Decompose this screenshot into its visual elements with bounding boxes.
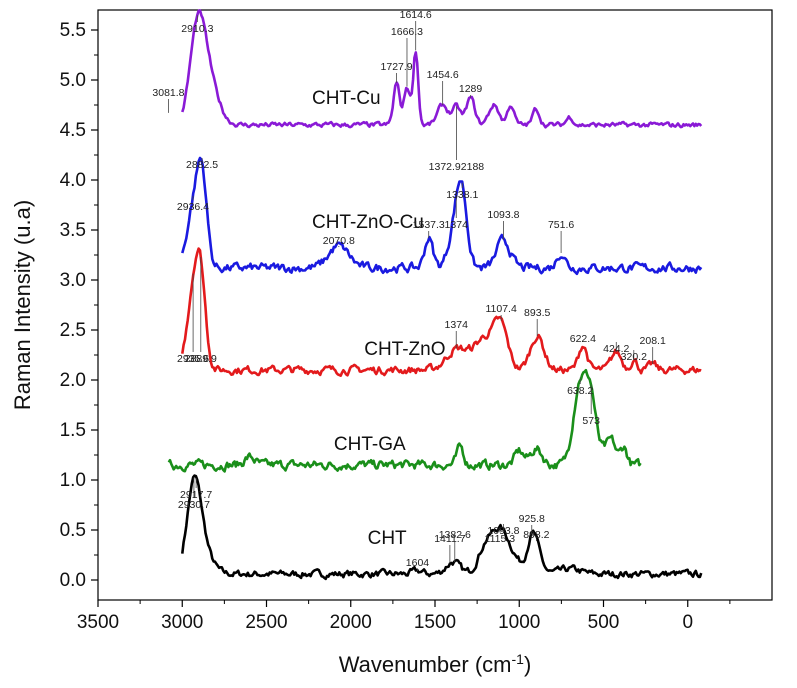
y-tick-label: 1.0 (60, 470, 86, 491)
peak-label: 622.4 (570, 333, 596, 345)
x-tick-label: 500 (588, 612, 620, 633)
series-line-cht-zno (181, 247, 702, 378)
peak-label: 2935.6 (177, 353, 209, 365)
peak-label: 1537.3 (413, 219, 445, 231)
peak-label: 2936.4 (177, 201, 209, 213)
series-label: CHT (368, 528, 407, 549)
peak-label: 898.2 (523, 529, 549, 541)
peak-label: 2910.3 (181, 23, 213, 35)
peak-label: 1727.9 (381, 61, 413, 73)
peak-label: 1374 (445, 219, 469, 231)
y-tick-label: 4.5 (60, 120, 86, 141)
x-tick-label: 3500 (77, 612, 119, 633)
peak-label: 1289 (459, 83, 483, 95)
series-label: CHT-ZnO-Cu (312, 212, 424, 233)
y-tick-label: 0.5 (60, 520, 86, 541)
series-label: CHT-ZnO (364, 339, 445, 360)
x-tick-label: 0 (682, 612, 693, 633)
peak-label: 1666.3 (391, 26, 423, 38)
series-line-cht-ga (167, 368, 642, 473)
y-tick-label: 0.0 (60, 570, 86, 591)
series-line-cht-zno-cu (181, 156, 703, 276)
peak-label: 1614.6 (400, 9, 432, 21)
peak-label: 925.8 (519, 513, 545, 525)
y-axis-title: Raman Intensity (u.a) (10, 200, 35, 410)
peak-label: 2917.7 (180, 489, 212, 501)
series-line-cht-cu (181, 9, 703, 129)
peak-label: 1093.8 (487, 525, 519, 537)
x-tick-label: 3000 (161, 612, 203, 633)
series-line-cht (181, 474, 703, 581)
peak-label: 1115.3 (485, 533, 516, 545)
peak-label: 1374 (445, 319, 469, 331)
peak-label: 2930.7 (178, 499, 210, 511)
y-tick-label: 5.0 (60, 70, 86, 91)
peak-label: 1411.7 (434, 533, 465, 545)
peak-label: 638.2 (567, 385, 593, 397)
y-tick-label: 3.5 (60, 220, 86, 241)
peak-label: 1382.6 (439, 529, 471, 541)
peak-label: 2070.8 (323, 235, 355, 247)
y-tick-label: 3.0 (60, 270, 86, 291)
peak-label: 751.6 (548, 219, 574, 231)
y-tick-label: 4.0 (60, 170, 86, 191)
series-label: CHT-Cu (312, 88, 381, 109)
peak-label: 1338.1 (446, 189, 478, 201)
peak-label: 208.1 (640, 335, 666, 347)
peak-label: 2882.5 (186, 159, 218, 171)
peak-label: 3081.8 (152, 87, 184, 99)
peak-label: 573 (582, 415, 600, 427)
y-tick-label: 5.5 (60, 20, 86, 41)
series-group (167, 9, 703, 581)
series-label: CHT-GA (334, 434, 406, 455)
x-tick-label: 1000 (498, 612, 540, 633)
peak-label: 1454.6 (427, 69, 459, 81)
plot-frame (97, 9, 773, 601)
x-tick-label: 2500 (245, 612, 287, 633)
axes: 3500 3000 2500 2000 1500 1000 500 0 0.0 0.5 1.0 1.5… (60, 9, 773, 633)
peak-label: 424.2 (603, 343, 629, 355)
peak-label: 1604 (406, 557, 430, 569)
x-axis-title: Wavenumber (cm-1) (339, 651, 532, 677)
peak-label: 1093.8 (487, 209, 519, 221)
peak-label: 1372.92188 (429, 161, 485, 173)
y-tick-label: 2.5 (60, 320, 86, 341)
y-tick-label: 2.0 (60, 370, 86, 391)
x-tick-label: 2000 (330, 612, 372, 633)
x-tick-label: 1500 (414, 612, 456, 633)
peak-label: 2889.9 (185, 353, 217, 365)
peak-label: 1107.4 (485, 303, 516, 315)
peak-label: 893.5 (524, 307, 550, 319)
peak-label: 320.2 (621, 351, 647, 363)
y-tick-label: 1.5 (60, 420, 86, 441)
